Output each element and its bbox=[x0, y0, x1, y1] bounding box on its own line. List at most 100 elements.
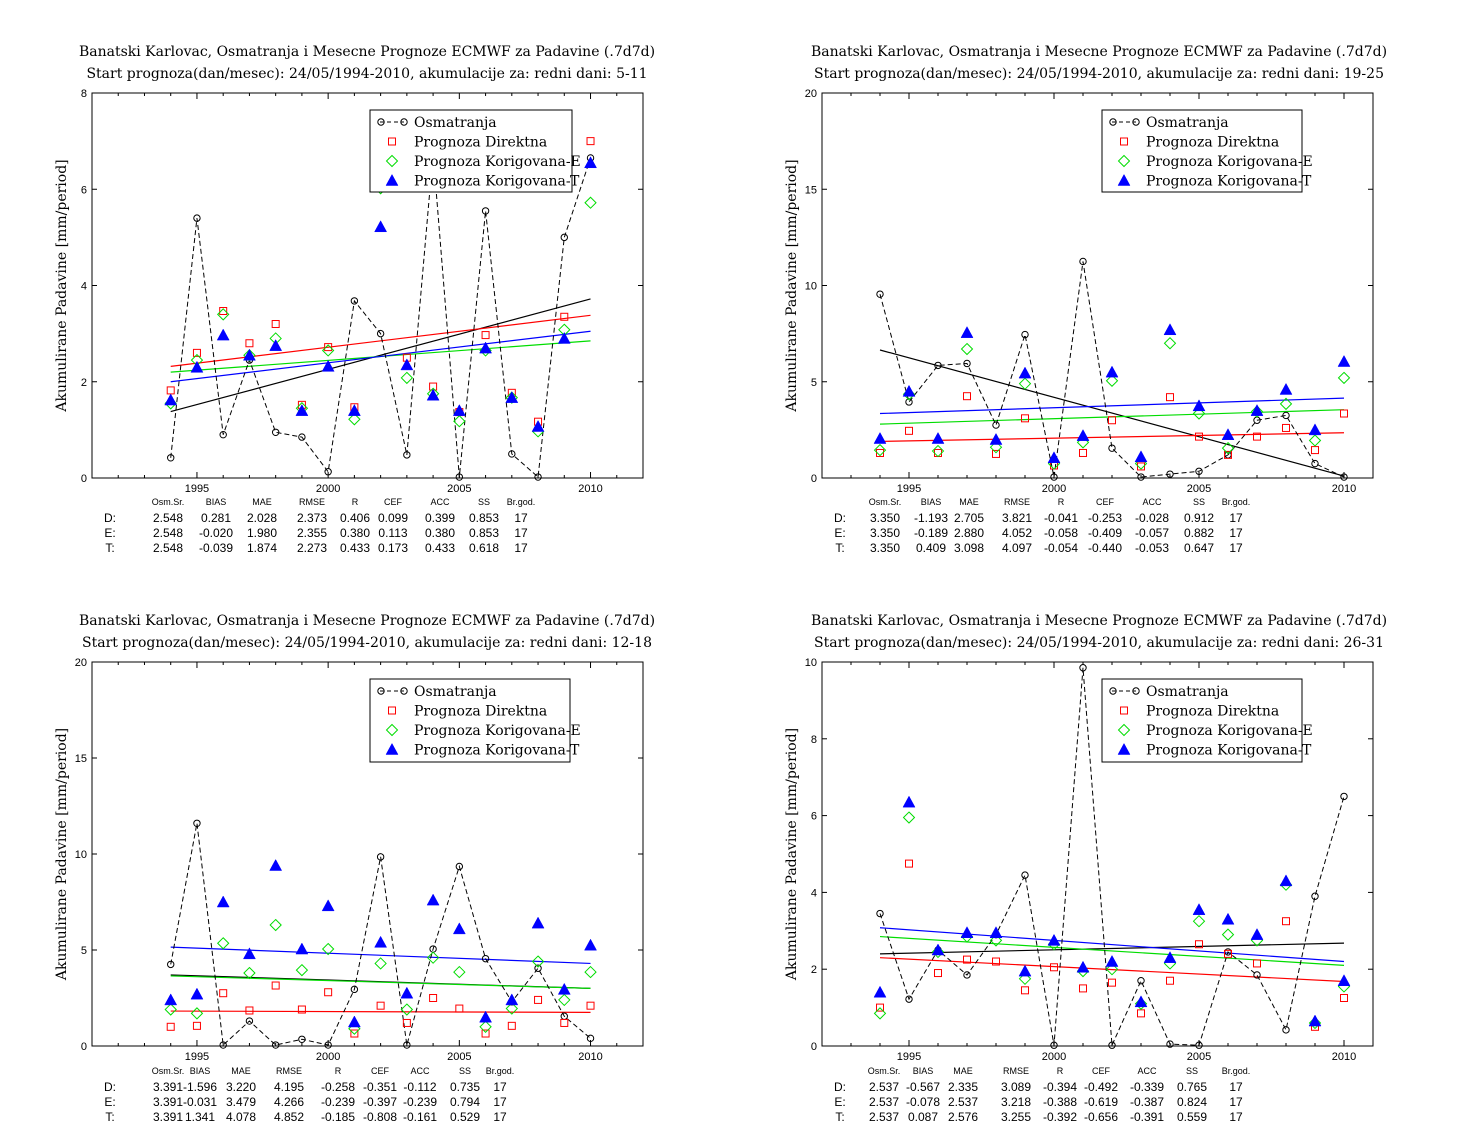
y-tick-label: 10 bbox=[805, 281, 817, 293]
data-point bbox=[324, 1041, 332, 1049]
data-point bbox=[269, 339, 283, 351]
data-point bbox=[243, 966, 256, 980]
x-tick-label: 2010 bbox=[1332, 483, 1356, 495]
data-point bbox=[992, 449, 1000, 458]
data-point bbox=[374, 957, 387, 970]
stats-value: 1.980 bbox=[247, 526, 277, 540]
data-point bbox=[479, 1010, 492, 1023]
stats-header: SS bbox=[1186, 1066, 1198, 1076]
stats-row-label: T: bbox=[105, 1110, 114, 1124]
data-point bbox=[347, 1015, 361, 1028]
data-point bbox=[271, 1041, 280, 1049]
stats-value: 0.618 bbox=[469, 541, 499, 555]
legend-label: Prognoza Korigovana-E bbox=[414, 723, 581, 739]
data-point bbox=[219, 1041, 227, 1049]
stats-value: -0.392 bbox=[1043, 1110, 1077, 1124]
data-point bbox=[1308, 434, 1322, 447]
data-point bbox=[1079, 984, 1087, 993]
stats-value: 1.341 bbox=[185, 1110, 215, 1124]
stats-value: 2.028 bbox=[247, 511, 277, 525]
y-tick-label: 0 bbox=[811, 473, 817, 485]
data-point bbox=[1192, 914, 1206, 928]
stats-value: 3.350 bbox=[870, 526, 900, 540]
y-tick-label: 6 bbox=[811, 811, 817, 823]
data-point bbox=[1311, 459, 1319, 468]
stats-value: 2.537 bbox=[948, 1095, 978, 1109]
y-tick-label: 2 bbox=[811, 964, 817, 976]
stats-value: 0.409 bbox=[916, 541, 946, 555]
data-point bbox=[505, 391, 519, 404]
data-point bbox=[989, 934, 1003, 947]
y-axis-label: Akumulirane Padavine [mm/period] bbox=[784, 728, 800, 981]
trend-line bbox=[879, 935, 1345, 966]
data-point bbox=[584, 196, 597, 209]
stats-value: 0.765 bbox=[1177, 1080, 1207, 1094]
data-point bbox=[1282, 917, 1290, 926]
stats-value: 2.548 bbox=[153, 511, 183, 525]
data-point bbox=[960, 326, 974, 338]
stats-row-label: T: bbox=[835, 1110, 844, 1124]
y-tick-label: 15 bbox=[75, 753, 87, 765]
stats-value: -0.161 bbox=[403, 1110, 437, 1124]
data-point bbox=[455, 862, 464, 871]
chart-title: Banatski Karlovac, Osmatranja i Mesecne … bbox=[811, 44, 1387, 60]
data-point bbox=[190, 360, 204, 373]
legend-marker bbox=[1109, 687, 1117, 695]
stats-value: 17 bbox=[1229, 526, 1243, 540]
data-point bbox=[1250, 928, 1264, 940]
data-point bbox=[1279, 382, 1293, 395]
data-point bbox=[1221, 428, 1235, 440]
trend-line bbox=[170, 330, 591, 383]
stats-value: 3.255 bbox=[1001, 1110, 1031, 1124]
data-point bbox=[324, 343, 333, 352]
chart-subtitle: Start prognoza(dan/mesec): 24/05/1994-20… bbox=[814, 66, 1384, 82]
data-point bbox=[1282, 1026, 1290, 1034]
stats-value: -0.078 bbox=[906, 1095, 940, 1109]
legend-label: Prognoza Korigovana-T bbox=[414, 174, 580, 190]
stats-value: 3.089 bbox=[1001, 1080, 1031, 1094]
stats-value: 4.195 bbox=[274, 1080, 304, 1094]
y-tick-label: 8 bbox=[81, 88, 87, 100]
legend-box bbox=[369, 109, 573, 193]
stats-value: -0.028 bbox=[1135, 511, 1169, 525]
legend-marker bbox=[1120, 137, 1128, 146]
stats-value: 3.218 bbox=[1001, 1095, 1031, 1109]
data-point bbox=[426, 388, 440, 401]
data-point bbox=[876, 909, 884, 918]
obs-series-line bbox=[879, 261, 1345, 478]
stats-value: 0.380 bbox=[340, 526, 370, 540]
y-tick-label: 6 bbox=[81, 184, 87, 196]
legend: Osmatranja Prognoza Direktna Prognoza Kori… bbox=[369, 678, 581, 763]
data-point bbox=[1105, 962, 1119, 976]
legend-label: Prognoza Korigovana-T bbox=[414, 743, 580, 759]
data-point bbox=[1079, 257, 1087, 266]
data-point bbox=[1192, 903, 1206, 915]
data-point bbox=[505, 1002, 519, 1015]
stats-header: R bbox=[1058, 497, 1065, 507]
stats-header: MAE bbox=[231, 1066, 251, 1076]
stats-value: -0.185 bbox=[321, 1110, 355, 1124]
stats-value: 2.548 bbox=[153, 541, 183, 555]
data-point bbox=[1195, 467, 1203, 475]
stats-value: 3.350 bbox=[870, 511, 900, 525]
stats-header: RMSE bbox=[1003, 1066, 1029, 1076]
x-tick-label: 2005 bbox=[1187, 1051, 1211, 1063]
chart-title: Banatski Karlovac, Osmatranja i Mesecne … bbox=[79, 613, 655, 629]
stats-value: 2.373 bbox=[297, 511, 327, 525]
data-point bbox=[992, 957, 1000, 966]
stats-value: 3.821 bbox=[1002, 511, 1032, 525]
y-tick-label: 15 bbox=[805, 184, 817, 196]
stats-value: 4.266 bbox=[274, 1095, 304, 1109]
stats-header: ACC bbox=[1137, 1066, 1157, 1076]
legend-marker bbox=[1109, 118, 1117, 126]
data-point bbox=[321, 344, 335, 357]
stats-value: 0.794 bbox=[450, 1095, 480, 1109]
data-point bbox=[374, 935, 388, 948]
data-point bbox=[219, 307, 228, 316]
stats-header: BIAS bbox=[913, 1066, 934, 1076]
data-point bbox=[298, 1035, 306, 1043]
stats-header: SS bbox=[459, 1066, 471, 1076]
data-point bbox=[586, 1001, 595, 1010]
data-point bbox=[531, 955, 545, 968]
data-point bbox=[1166, 976, 1174, 985]
